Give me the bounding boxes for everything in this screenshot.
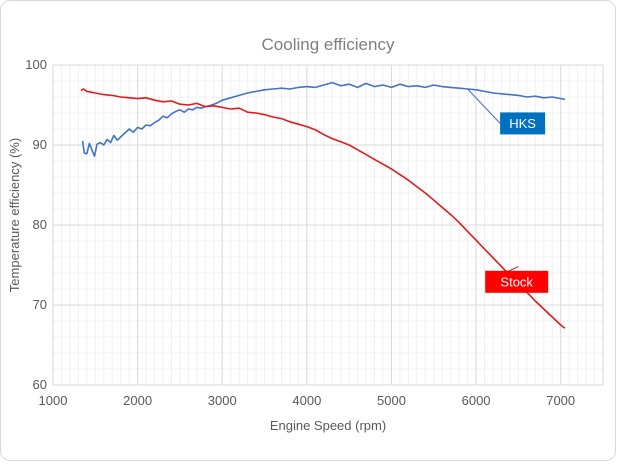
x-tick-label: 7000 [546,393,575,408]
y-tick-label: 100 [25,57,47,72]
series-line-stock [80,88,566,329]
y-tick-label: 80 [33,217,47,232]
chart-title: Cooling efficiency [262,35,395,54]
series-leader-hks [467,88,501,124]
x-tick-label: 5000 [377,393,406,408]
series-label-box-hks [500,112,546,135]
x-tick-label: 3000 [208,393,237,408]
x-axis-label: Engine Speed (rpm) [270,418,386,433]
series-labels: HKS Stock [467,88,549,293]
plot-area-border [52,64,604,386]
series-lines [80,81,566,329]
series-line-hks [81,81,566,157]
y-tick-label: 90 [33,137,47,152]
series-label-box-stock [485,270,549,293]
x-tick-label: 4000 [292,393,321,408]
x-tick-label: 1000 [39,393,68,408]
y-tick-label: 70 [33,297,47,312]
y-tick-labels: 60 70 80 90 100 [25,57,47,392]
y-tick-label: 60 [33,377,47,392]
x-tick-label: 6000 [462,393,491,408]
series-label-hks: HKS [509,116,536,131]
series-label-stock: Stock [500,274,533,289]
x-tick-labels: 1000 2000 3000 4000 5000 6000 7000 [39,393,576,408]
y-axis-label: Temperature efficiency (%) [7,138,22,292]
x-tick-label: 2000 [123,393,152,408]
